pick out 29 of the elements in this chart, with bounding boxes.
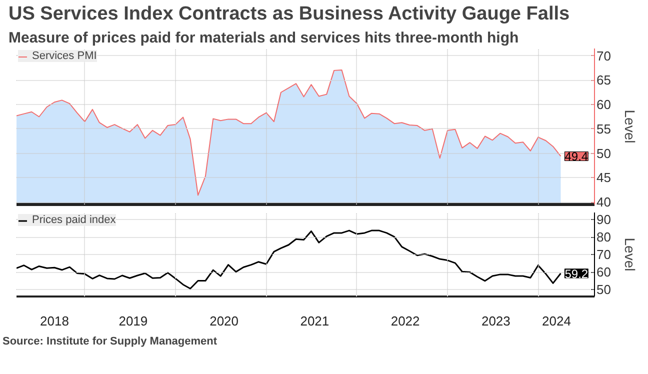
y-tick-label: 50 [596, 146, 611, 161]
y-tick-label: 90 [596, 212, 611, 227]
y-tick-label: 50 [596, 282, 611, 297]
y-tick-label: 80 [596, 230, 611, 244]
x-tick-label: 2022 [390, 314, 420, 328]
y-tick-label: 70 [596, 247, 611, 262]
x-tick-label: 2019 [118, 314, 148, 328]
y-tick-label: 60 [596, 264, 611, 280]
y-tick-label: 65 [596, 72, 611, 88]
data-label: 59.2 [564, 266, 588, 281]
y-tick-label: 55 [596, 121, 611, 136]
y-tick-label: 60 [596, 97, 611, 112]
y-tick-label: 70 [596, 48, 611, 64]
x-tick-label: 2024 [542, 314, 571, 328]
x-tick-label: 2020 [210, 314, 239, 328]
y-axis-title: Level [622, 110, 638, 144]
x-tick-label: 2023 [481, 314, 510, 328]
data-label: 49.4 [564, 150, 588, 164]
x-tick-label: 2021 [300, 314, 330, 328]
y-tick-label: 45 [596, 170, 611, 186]
chart-subtitle: Measure of prices paid for materials and services hits three-month high [8, 30, 519, 46]
source-note: Source: Institute for Supply Management [2, 336, 218, 348]
y-axis-title: Level [622, 238, 638, 272]
chart-title: US Services Index Contracts as Business Activity Gauge Falls [8, 4, 570, 24]
line-series [16, 230, 562, 290]
x-tick-label: 2018 [40, 314, 69, 328]
y-tick-label: 40 [596, 194, 611, 210]
legend-label: Prices paid index [32, 214, 116, 226]
legend-label: Services PMI [32, 50, 97, 62]
